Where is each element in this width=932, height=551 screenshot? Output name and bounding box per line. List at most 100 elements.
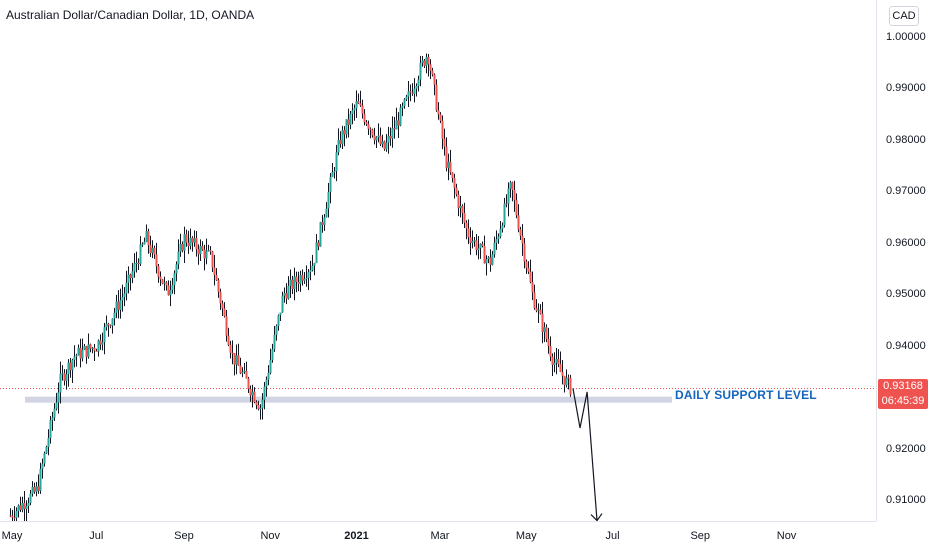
candle xyxy=(423,58,426,69)
candle xyxy=(29,490,32,506)
candle-body xyxy=(291,279,294,290)
candle xyxy=(485,255,488,276)
candle-body xyxy=(545,327,548,340)
candle xyxy=(159,271,162,286)
candle-body xyxy=(283,293,286,296)
candle-body xyxy=(473,240,476,242)
candle xyxy=(221,300,224,317)
candle xyxy=(203,244,206,271)
candle xyxy=(301,269,304,286)
candle xyxy=(219,288,222,311)
candle xyxy=(233,352,236,376)
candle-body xyxy=(97,340,100,352)
candle xyxy=(277,314,280,331)
candle-body xyxy=(349,113,352,125)
candle-body xyxy=(363,113,366,123)
candle-body xyxy=(503,203,506,226)
candle xyxy=(519,226,522,241)
candle xyxy=(35,481,38,497)
candle xyxy=(543,322,546,343)
candle xyxy=(285,283,288,305)
candle xyxy=(461,204,464,225)
candle xyxy=(349,111,352,130)
candle xyxy=(65,369,68,390)
candle-body xyxy=(387,136,390,143)
candle xyxy=(93,343,96,362)
candle-body xyxy=(483,245,486,264)
candle-body xyxy=(55,402,58,409)
candle-body xyxy=(445,146,448,168)
candle xyxy=(507,182,510,217)
candle xyxy=(27,497,30,514)
candle-body xyxy=(347,119,350,125)
candle-body xyxy=(419,62,422,80)
candle-body xyxy=(287,285,290,299)
candle-body xyxy=(243,370,246,372)
candle-body xyxy=(413,88,416,94)
candle xyxy=(191,236,194,252)
candle-body xyxy=(351,110,354,114)
candle xyxy=(173,270,176,295)
candle xyxy=(223,302,226,318)
candle xyxy=(499,220,502,239)
projection-arrow xyxy=(572,388,603,521)
candle xyxy=(311,254,314,272)
candles xyxy=(9,53,572,521)
candle xyxy=(379,127,382,147)
candle xyxy=(331,163,334,178)
candle-body xyxy=(87,344,90,357)
time-axis[interactable]: May Jul Sep Nov 2021 Mar May Jul Sep Nov xyxy=(0,521,876,551)
candle xyxy=(321,214,324,233)
candle xyxy=(163,276,166,291)
candle-body xyxy=(307,272,310,278)
candle xyxy=(253,387,256,404)
bar-countdown: 06:45:39 xyxy=(881,395,925,407)
candle-body xyxy=(75,355,78,357)
price-axis[interactable]: 1.00000 0.99000 0.98000 0.97000 0.96000 0.950… xyxy=(876,0,932,521)
candle xyxy=(115,294,118,319)
candle-body xyxy=(49,420,52,438)
candle-body xyxy=(355,101,358,109)
candle-body xyxy=(247,378,250,389)
candle-body xyxy=(107,323,110,326)
candle xyxy=(175,261,178,282)
currency-selector-button[interactable]: CAD xyxy=(889,6,919,26)
candle xyxy=(421,55,424,67)
candle-body xyxy=(397,120,400,126)
candle-body xyxy=(535,307,538,311)
candle-body xyxy=(31,486,34,494)
candle-body xyxy=(537,309,540,311)
candle-body xyxy=(47,437,50,447)
candle-body xyxy=(237,355,240,366)
candle xyxy=(527,261,530,275)
candle-body xyxy=(343,130,346,135)
candle-body xyxy=(25,505,28,509)
candle xyxy=(367,120,370,136)
candle xyxy=(403,98,406,109)
candle-body xyxy=(441,120,444,139)
candle-body xyxy=(495,239,498,243)
candle xyxy=(69,357,72,378)
candle-body xyxy=(523,243,526,262)
candle xyxy=(307,269,310,291)
candle xyxy=(381,134,384,148)
chart-title: Australian Dollar/Canadian Dollar, 1D, O… xyxy=(6,8,255,22)
candle-body xyxy=(533,292,536,308)
candle xyxy=(113,307,116,326)
candle xyxy=(263,381,266,410)
candle-body xyxy=(485,259,488,264)
candle-body xyxy=(129,274,132,279)
candle xyxy=(9,508,12,518)
candle xyxy=(451,172,454,183)
candle xyxy=(429,59,432,80)
time-axis-tick: 2021 xyxy=(344,530,369,542)
candle-body xyxy=(27,503,30,506)
candle-body xyxy=(313,263,316,266)
candle-body xyxy=(127,274,130,283)
candle-body xyxy=(357,101,360,104)
candle xyxy=(483,235,486,264)
price-chart[interactable] xyxy=(0,0,876,521)
candle-body xyxy=(195,238,198,250)
candle xyxy=(231,340,234,365)
candle xyxy=(295,271,298,293)
